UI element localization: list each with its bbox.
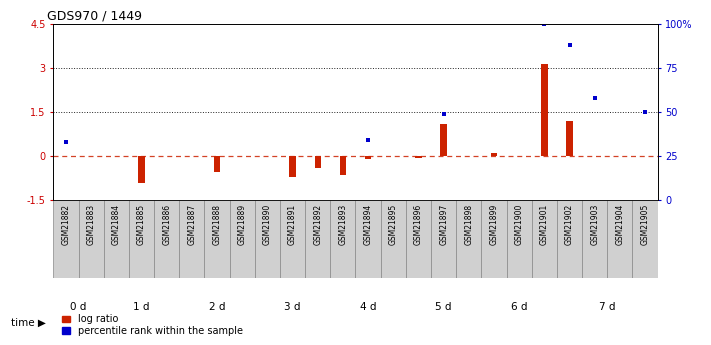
- Text: GSM21891: GSM21891: [288, 204, 297, 245]
- Text: GSM21887: GSM21887: [187, 204, 196, 245]
- Text: GSM21884: GSM21884: [112, 204, 121, 245]
- Bar: [104, 200, 129, 278]
- Text: GSM21895: GSM21895: [389, 204, 397, 245]
- Bar: [214, 156, 220, 172]
- Bar: [280, 200, 305, 278]
- Text: GSM21886: GSM21886: [162, 204, 171, 245]
- Bar: [557, 200, 582, 278]
- Text: GSM21890: GSM21890: [263, 204, 272, 245]
- Text: GSM21888: GSM21888: [213, 204, 222, 245]
- Bar: [129, 200, 154, 278]
- Text: GSM21898: GSM21898: [464, 204, 474, 245]
- Text: GSM21896: GSM21896: [414, 204, 423, 245]
- Bar: [415, 156, 422, 158]
- Text: GSM21902: GSM21902: [565, 204, 574, 245]
- Text: 5 d: 5 d: [435, 302, 452, 312]
- Text: 3 d: 3 d: [284, 302, 301, 312]
- Text: 7 d: 7 d: [599, 302, 616, 312]
- Text: 2 d: 2 d: [209, 302, 225, 312]
- Bar: [154, 200, 179, 278]
- Bar: [139, 156, 144, 183]
- Bar: [179, 200, 205, 278]
- Bar: [255, 200, 280, 278]
- Text: GSM21903: GSM21903: [590, 204, 599, 245]
- Text: GSM21897: GSM21897: [439, 204, 448, 245]
- Bar: [314, 156, 321, 168]
- Bar: [365, 156, 371, 159]
- Text: GDS970 / 1449: GDS970 / 1449: [47, 10, 142, 23]
- Text: GSM21894: GSM21894: [363, 204, 373, 245]
- Text: 4 d: 4 d: [360, 302, 376, 312]
- Text: 6 d: 6 d: [511, 302, 528, 312]
- Text: GSM21899: GSM21899: [489, 204, 498, 245]
- Text: GSM21885: GSM21885: [137, 204, 146, 245]
- Bar: [607, 200, 633, 278]
- Bar: [567, 121, 572, 156]
- Bar: [289, 156, 296, 177]
- Text: GSM21883: GSM21883: [87, 204, 95, 245]
- Bar: [78, 200, 104, 278]
- Text: GSM21904: GSM21904: [616, 204, 624, 245]
- Text: 1 d: 1 d: [133, 302, 150, 312]
- Bar: [633, 200, 658, 278]
- Bar: [205, 200, 230, 278]
- Bar: [53, 200, 78, 278]
- Text: time ▶: time ▶: [11, 318, 46, 327]
- Bar: [305, 200, 331, 278]
- Bar: [406, 200, 431, 278]
- Text: GSM21893: GSM21893: [338, 204, 348, 245]
- Bar: [506, 200, 532, 278]
- Bar: [356, 200, 380, 278]
- Legend: log ratio, percentile rank within the sample: log ratio, percentile rank within the sa…: [58, 310, 247, 340]
- Text: GSM21900: GSM21900: [515, 204, 524, 245]
- Bar: [532, 200, 557, 278]
- Bar: [456, 200, 481, 278]
- Bar: [541, 64, 547, 156]
- Bar: [431, 200, 456, 278]
- Text: 0 d: 0 d: [70, 302, 87, 312]
- Bar: [331, 200, 356, 278]
- Text: GSM21901: GSM21901: [540, 204, 549, 245]
- Bar: [481, 200, 506, 278]
- Text: GSM21892: GSM21892: [314, 204, 322, 245]
- Bar: [230, 200, 255, 278]
- Bar: [441, 124, 447, 156]
- Bar: [340, 156, 346, 175]
- Text: GSM21889: GSM21889: [237, 204, 247, 245]
- Text: GSM21905: GSM21905: [641, 204, 650, 245]
- Text: GSM21882: GSM21882: [61, 204, 70, 245]
- Bar: [491, 153, 497, 156]
- Bar: [582, 200, 607, 278]
- Bar: [380, 200, 406, 278]
